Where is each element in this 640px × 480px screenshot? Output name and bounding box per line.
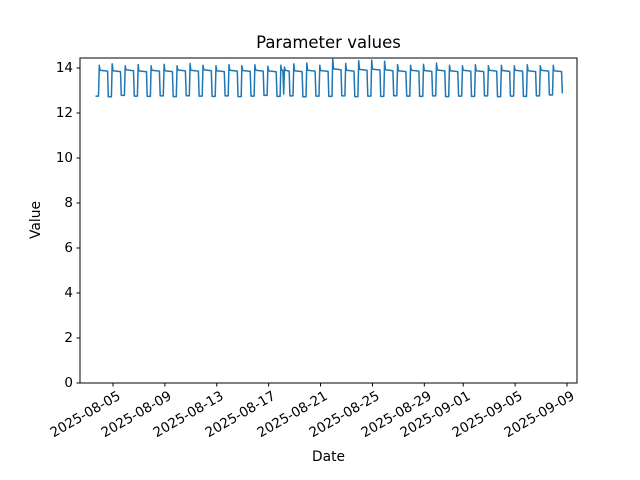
data-line <box>95 57 564 98</box>
y-axis-tick-label: 6 <box>64 240 73 256</box>
y-axis-tick-label: 14 <box>55 60 73 76</box>
y-axis-tick-label: 4 <box>64 285 73 301</box>
y-axis-tick-label: 8 <box>64 195 73 211</box>
y-axis-tick-label: 0 <box>64 375 73 391</box>
y-axis-tick-label: 10 <box>55 150 73 166</box>
chart-title: Parameter values <box>256 33 401 52</box>
x-axis-label: Date <box>312 449 345 465</box>
axis-frame <box>79 57 578 384</box>
y-axis-tick-label: 2 <box>64 330 73 346</box>
y-axis-tick-label: 12 <box>55 105 73 121</box>
y-axis-label: Value <box>28 201 44 239</box>
tick-marks <box>76 67 568 387</box>
